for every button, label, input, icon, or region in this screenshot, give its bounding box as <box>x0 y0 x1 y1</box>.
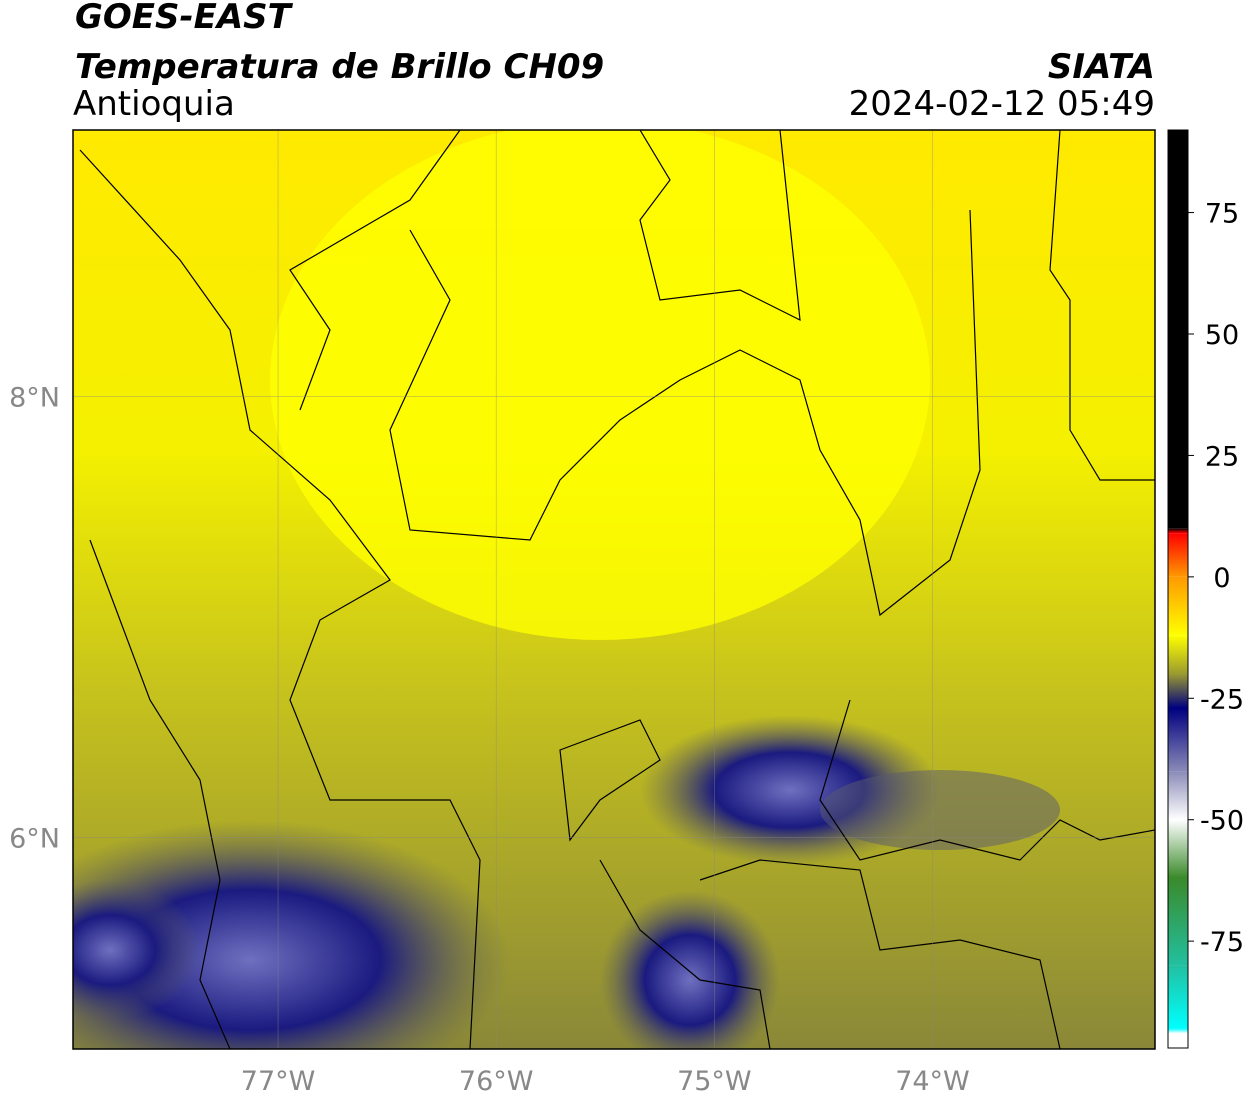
cloud <box>73 820 510 1049</box>
satellite-title: GOES-EAST <box>75 0 294 37</box>
timestamp: 2024-02-12 05:49 <box>849 84 1155 124</box>
lon-label: 75°W <box>677 1066 752 1097</box>
colorbar-segment <box>1168 576 1188 636</box>
colorbar-segment <box>1168 635 1188 674</box>
warm-area <box>270 130 930 640</box>
colorbar: 75 50 25 0 -25 -50 -75 <box>1168 130 1244 1048</box>
colorbar-label: -25 <box>1200 684 1244 715</box>
lon-label: 74°W <box>895 1066 970 1097</box>
colorbar-label: 50 <box>1205 320 1239 351</box>
lon-label: 77°W <box>241 1066 316 1097</box>
colorbar-segment <box>1168 771 1188 820</box>
source-label: SIATA <box>1048 47 1155 87</box>
colorbar-segment <box>1168 528 1188 534</box>
colorbar-label: 75 <box>1205 199 1239 230</box>
cloud <box>600 890 780 1049</box>
colorbar-segment <box>1168 674 1188 708</box>
colorbar-label: -75 <box>1200 927 1244 958</box>
colorbar-segment <box>1168 130 1188 529</box>
colorbar-segment <box>1168 533 1188 577</box>
borders <box>79 130 1155 1049</box>
cloud <box>73 880 200 1020</box>
imagery <box>73 130 1155 1049</box>
colorbar-segment <box>1168 965 1188 1029</box>
graticule: 77°W 76°W 75°W 74°W 8°N 6°N <box>9 130 1155 1097</box>
colorbar-label: 25 <box>1205 441 1239 472</box>
map-frame <box>72 129 1156 1050</box>
colorbar-segment <box>1168 1028 1188 1034</box>
product-title: Temperatura de Brillo CH09 <box>75 47 604 87</box>
lat-label: 6°N <box>9 823 60 854</box>
region-label: Antioquia <box>73 84 235 124</box>
colorbar-segment <box>1168 1033 1188 1048</box>
cloud <box>820 770 1060 850</box>
lat-label: 8°N <box>9 383 60 414</box>
colorbar-label: 0 <box>1213 563 1230 594</box>
colorbar-label: -50 <box>1200 806 1244 837</box>
colorbar-segment <box>1168 819 1188 878</box>
lon-label: 76°W <box>459 1066 534 1097</box>
colorbar-segment <box>1168 708 1188 772</box>
colorbar-segment <box>1168 878 1188 966</box>
colorbar-frame <box>1167 129 1189 1049</box>
